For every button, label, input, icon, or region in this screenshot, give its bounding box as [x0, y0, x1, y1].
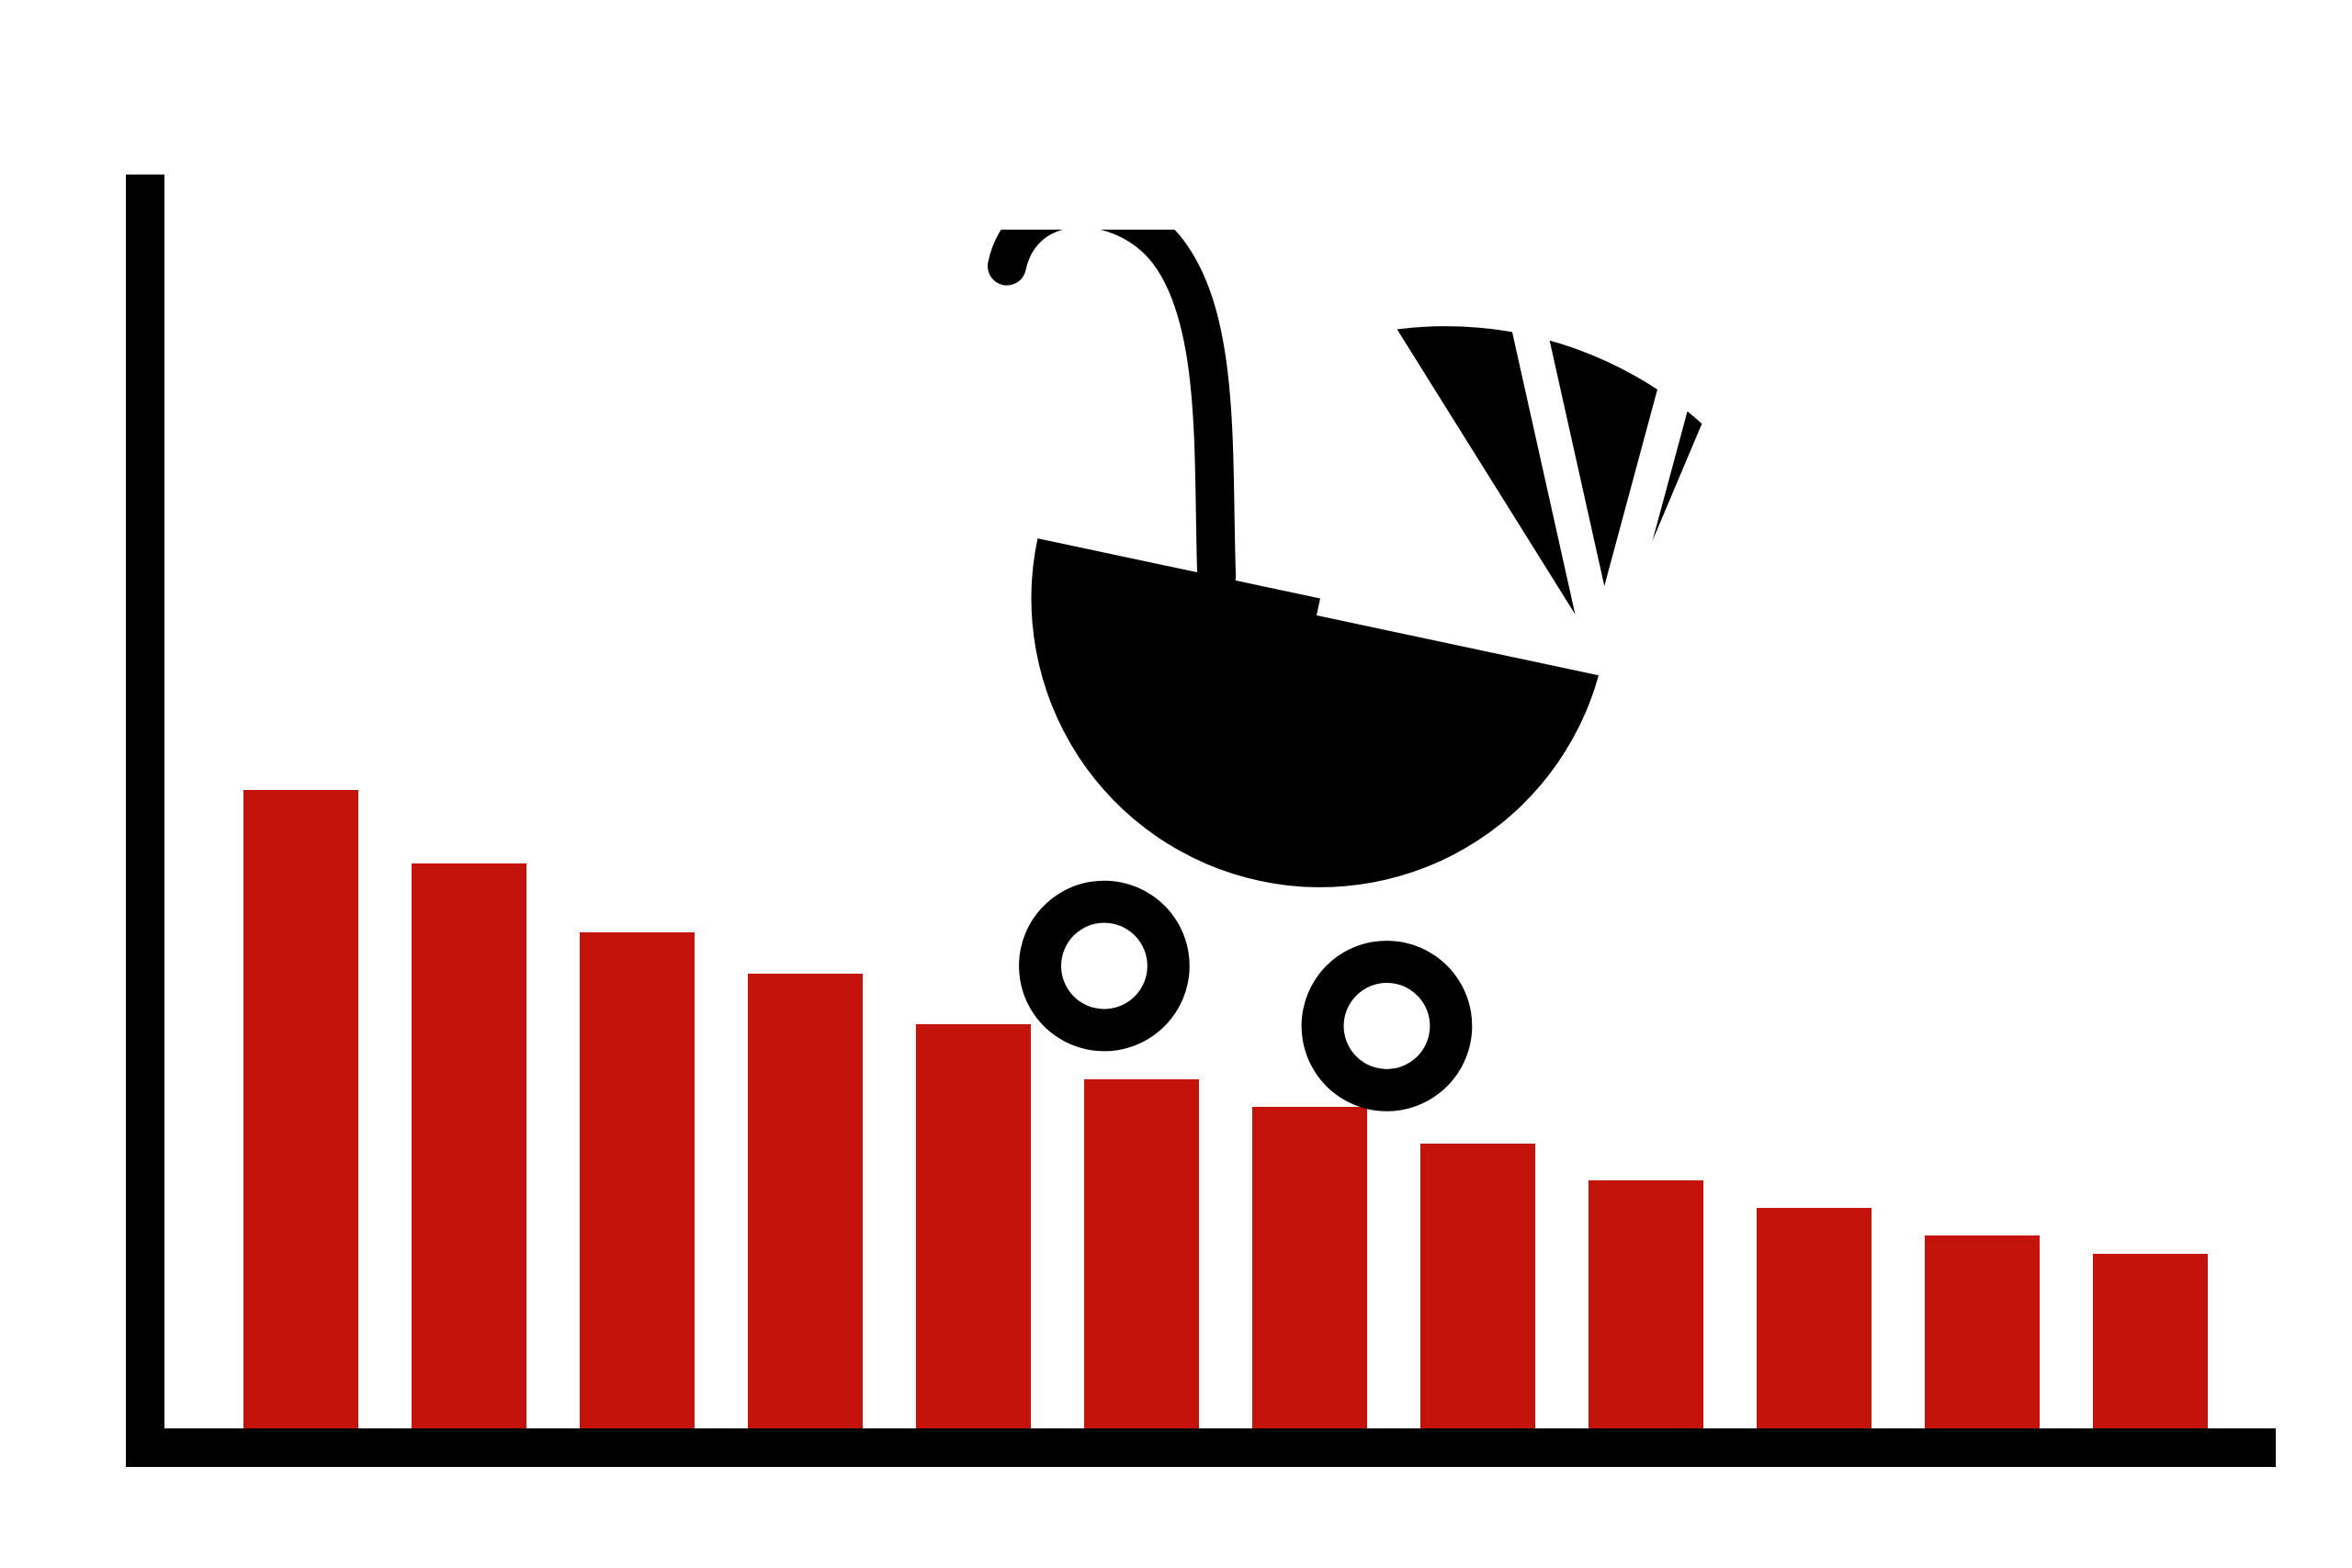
chart-bar: [1757, 1208, 1871, 1428]
chart-bar: [243, 790, 358, 1428]
infographic-canvas: [0, 0, 2352, 1568]
chart-bar: [412, 863, 526, 1428]
chart-y-axis: [126, 175, 164, 1456]
baby-stroller-icon: [781, 230, 1746, 1231]
chart-bar: [1925, 1235, 2040, 1428]
chart-bar: [2093, 1254, 2208, 1428]
chart-x-axis: [126, 1428, 2276, 1467]
chart-bar: [580, 932, 695, 1428]
